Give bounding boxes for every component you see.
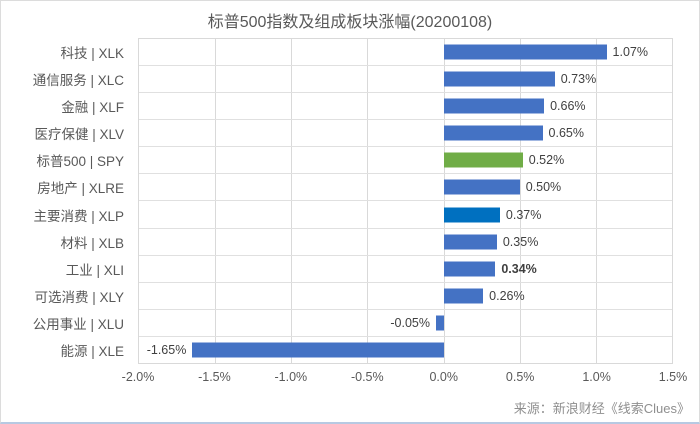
- category-label: 工业 | XLI: [65, 262, 124, 278]
- bar: [443, 152, 523, 168]
- category-label: 材料 | XLB: [60, 235, 124, 251]
- chart-row: -1.65%: [139, 335, 672, 363]
- x-tick-label: 0.0%: [429, 370, 458, 384]
- category-label: 主要消费 | XLP: [33, 208, 124, 224]
- bar: [443, 44, 607, 60]
- category-label: 公用事业 | XLU: [32, 317, 124, 333]
- bar: [192, 342, 444, 358]
- value-label: 0.50%: [525, 180, 562, 195]
- value-label: 0.26%: [489, 288, 525, 303]
- x-tick-label: 1.0%: [582, 370, 611, 384]
- chart-row: 0.52%: [139, 146, 672, 173]
- bar: [443, 179, 520, 195]
- chart-row: 0.50%: [139, 173, 672, 200]
- x-tick-label: -1.5%: [198, 370, 231, 384]
- chart-row: 0.26%: [139, 281, 672, 309]
- chart-row: 0.34%: [139, 254, 672, 282]
- category-label: 标普500 | SPY: [36, 154, 124, 170]
- category-label: 通信服务 | XLC: [32, 72, 124, 88]
- chart-rows: 1.07% 0.73% 0.66% 0.65% 0.52% 0.50% 0.37% 0.35%…: [139, 39, 672, 363]
- bar: [443, 288, 484, 304]
- bar: [443, 207, 500, 222]
- value-label: 0.65%: [548, 126, 584, 141]
- x-tick-label: -2.0%: [121, 370, 155, 384]
- bar: [443, 98, 545, 114]
- chart-row: 0.73%: [139, 65, 672, 92]
- value-label: 0.34%: [501, 261, 537, 276]
- chart-row: 0.35%: [139, 227, 672, 255]
- bar: [443, 71, 555, 87]
- value-label: 0.37%: [505, 207, 542, 222]
- chart-row: 0.37%: [139, 200, 672, 227]
- value-label: 0.52%: [528, 153, 565, 168]
- category-label: 金融 | XLF: [61, 99, 124, 115]
- category-label: 房地产 | XLRE: [37, 181, 124, 197]
- category-label: 科技 | XLK: [60, 45, 124, 61]
- value-label: 0.73%: [560, 72, 597, 87]
- category-label: 可选消费 | XLY: [34, 290, 124, 306]
- bar: [435, 315, 444, 331]
- chart-title: 标普500指数及组成板块涨幅(20200108): [207, 14, 493, 31]
- chart-row: 0.66%: [139, 92, 672, 119]
- y-axis-labels: 科技 | XLK 通信服务 | XLC 金融 | XLF 医疗保健 | XLV 标普50…: [1, 38, 131, 364]
- x-tick-label: 1.5%: [658, 370, 688, 384]
- value-label: 0.35%: [502, 234, 539, 249]
- source-caption: 来源：新浪财经《线索Clues》: [513, 401, 690, 416]
- bar: [443, 125, 543, 141]
- value-label: -1.65%: [146, 342, 187, 357]
- chart-row: 0.65%: [139, 119, 672, 146]
- value-label: 1.07%: [612, 45, 648, 60]
- chart-row: -0.05%: [139, 308, 672, 336]
- x-tick-label: -1.0%: [274, 370, 308, 384]
- chart-row: 1.07%: [139, 39, 672, 65]
- value-label: -0.05%: [390, 315, 430, 330]
- value-label: 0.66%: [550, 99, 586, 114]
- bar: [443, 261, 496, 277]
- bar: [443, 234, 497, 250]
- plot-area: 1.07% 0.73% 0.66% 0.65% 0.52% 0.50% 0.37% 0.35%…: [138, 38, 673, 364]
- x-tick-label: 0.5%: [505, 370, 535, 384]
- x-axis-labels: -2.0% -1.5% -1.0% -0.5% 0.0% 0.5% 1.0% 1.5%: [122, 370, 688, 386]
- x-tick-label: -0.5%: [350, 370, 384, 384]
- category-label: 能源 | XLE: [60, 344, 124, 360]
- category-label: 医疗保健 | XLV: [34, 127, 124, 143]
